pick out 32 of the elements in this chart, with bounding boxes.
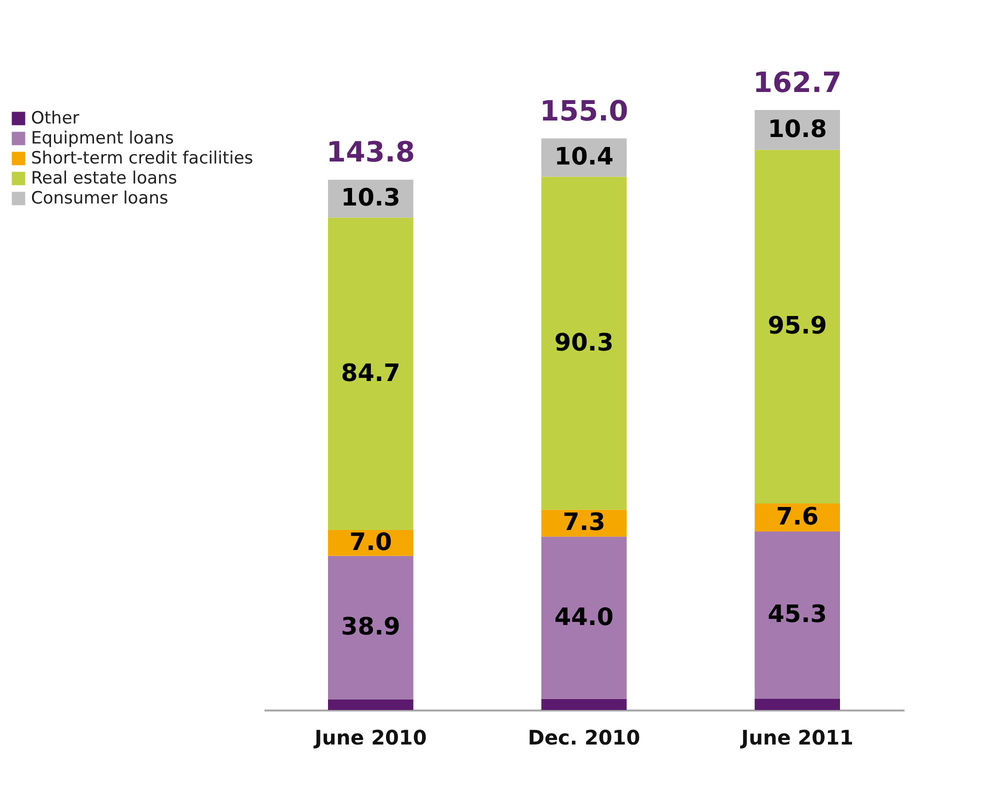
bar xyxy=(541,536,627,699)
x-tick-label: Dec. 2010 xyxy=(528,726,640,750)
bar xyxy=(541,176,627,510)
bar xyxy=(754,150,840,504)
data-label: 38.9 xyxy=(341,612,400,641)
total-label: 162.7 xyxy=(753,66,842,99)
legend-label: Equipment loans xyxy=(31,128,174,148)
data-label: 84.7 xyxy=(341,358,400,387)
data-label: 7.6 xyxy=(776,502,819,530)
bar xyxy=(754,698,840,710)
legend-label: Short-term credit facilities xyxy=(31,148,254,168)
data-label: 7.0 xyxy=(349,528,392,556)
total-label: 143.8 xyxy=(326,136,415,169)
bar xyxy=(328,218,414,530)
x-tick-label: June 2011 xyxy=(739,726,854,750)
data-label: 44.0 xyxy=(554,602,614,631)
data-label: 10.3 xyxy=(341,184,400,212)
data-label: 90.3 xyxy=(554,328,614,356)
legend-label: Consumer loans xyxy=(31,188,168,208)
data-label: 10.4 xyxy=(554,142,614,171)
legend-label: Other xyxy=(31,108,80,128)
total-label: 155.0 xyxy=(540,94,628,128)
bar xyxy=(541,698,627,710)
data-label: 10.8 xyxy=(768,114,827,143)
data-label: 45.3 xyxy=(768,600,827,628)
bar xyxy=(328,556,414,700)
data-label: 7.3 xyxy=(562,508,606,536)
data-label: 95.9 xyxy=(768,312,827,340)
bar xyxy=(328,699,414,710)
bar xyxy=(754,532,840,699)
legend-label: Real estate loans xyxy=(31,168,178,188)
x-tick-label: June 2010 xyxy=(312,726,427,750)
